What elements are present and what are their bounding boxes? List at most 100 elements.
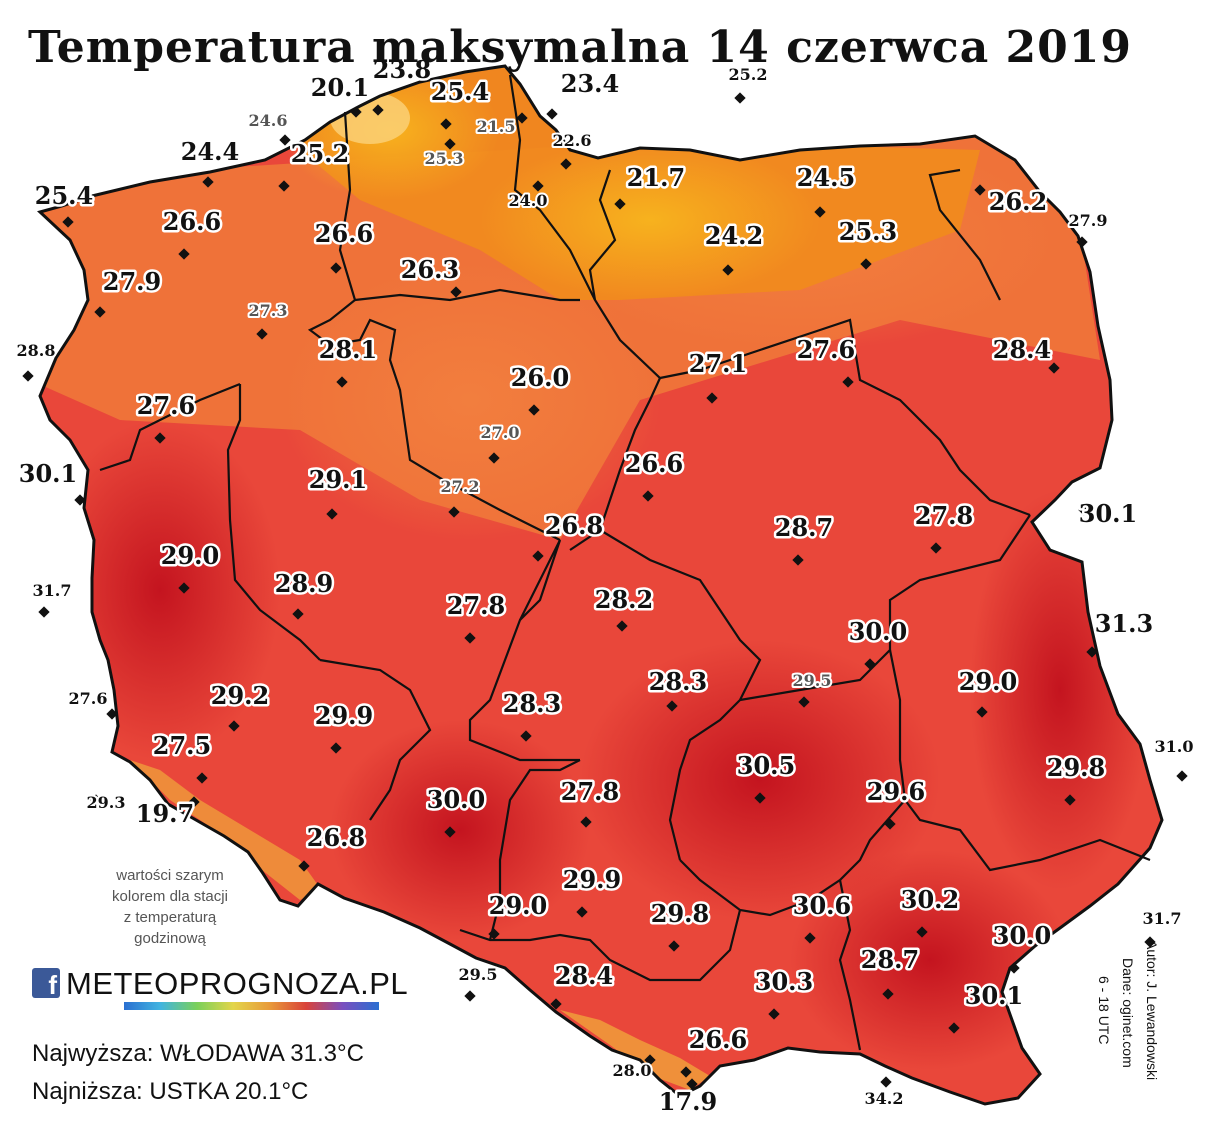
station-temperature: 27.0 bbox=[481, 423, 520, 442]
station-marker bbox=[22, 370, 34, 382]
station-marker bbox=[1176, 770, 1188, 782]
station-temperature: 29.9 bbox=[315, 701, 373, 730]
note-line: z temperaturą bbox=[123, 909, 217, 926]
station: 27.9 bbox=[1067, 209, 1109, 248]
station-marker bbox=[178, 582, 190, 594]
station: 28.1 bbox=[316, 333, 380, 388]
station-temperature: 24.2 bbox=[705, 221, 763, 250]
station: 20.1 bbox=[308, 71, 372, 118]
station: 28.7 bbox=[858, 943, 922, 1000]
station: 28.4 bbox=[550, 959, 616, 1010]
station-marker bbox=[734, 92, 746, 104]
station: 29.9 bbox=[312, 699, 376, 754]
station-temperature: 28.7 bbox=[861, 945, 919, 974]
station-marker bbox=[520, 730, 532, 742]
credit-data-source: Dane: oginet.com bbox=[1120, 958, 1136, 1068]
station-marker bbox=[842, 376, 854, 388]
station: 30.3 bbox=[752, 965, 816, 1020]
station-temperature: 26.6 bbox=[689, 1025, 747, 1054]
mountain-zone bbox=[130, 760, 320, 900]
station-temperature: 27.5 bbox=[153, 731, 211, 760]
station-temperature: 27.9 bbox=[103, 267, 161, 296]
voivodeship-border bbox=[888, 649, 1151, 872]
station-temperature: 20.1 bbox=[311, 73, 369, 102]
credit-author: Autor: J. Lewandowski bbox=[1144, 940, 1160, 1081]
station-marker bbox=[326, 508, 338, 520]
station-temperature: 29.0 bbox=[161, 541, 219, 570]
station-marker bbox=[884, 818, 896, 830]
station: 30.1 bbox=[1076, 497, 1139, 531]
station: 24.4 bbox=[178, 135, 242, 188]
station: 30.5 bbox=[734, 749, 798, 804]
station: 24.2 bbox=[702, 219, 766, 276]
station-temperature: 31.3 bbox=[1095, 609, 1153, 638]
station-marker bbox=[616, 620, 628, 632]
station-marker bbox=[532, 550, 544, 562]
station-temperature: 29.0 bbox=[489, 891, 547, 920]
station-temperature: 30.0 bbox=[993, 921, 1051, 950]
station-marker bbox=[546, 108, 558, 120]
station-temperature: 29.3 bbox=[87, 793, 126, 812]
station-temperature: 29.5 bbox=[793, 671, 832, 690]
station-temperature: 30.1 bbox=[1079, 499, 1137, 528]
station: 29.2 bbox=[208, 679, 272, 732]
station: 25.3 bbox=[423, 138, 465, 170]
station-marker bbox=[580, 816, 592, 828]
station-temperature: 29.5 bbox=[459, 965, 498, 984]
station: 26.3 bbox=[398, 253, 462, 298]
station: 22.6 bbox=[551, 129, 593, 170]
station: 27.8 bbox=[912, 499, 976, 554]
station-temperature: 31.7 bbox=[1143, 909, 1182, 928]
station-temperature: 25.4 bbox=[35, 181, 93, 210]
voivodeship-border bbox=[354, 288, 580, 302]
station-temperature: 29.9 bbox=[563, 865, 621, 894]
station: 19.7 bbox=[133, 796, 200, 831]
station-marker bbox=[814, 206, 826, 218]
station-marker bbox=[754, 792, 766, 804]
station-marker bbox=[202, 176, 214, 188]
station-temperature: 28.1 bbox=[319, 335, 377, 364]
station: 27.2 bbox=[439, 475, 481, 518]
station-temperature: 30.0 bbox=[849, 617, 907, 646]
station-marker bbox=[680, 1066, 692, 1078]
station-marker bbox=[560, 158, 572, 170]
station-temperature: 24.5 bbox=[797, 163, 855, 192]
station-marker bbox=[38, 606, 50, 618]
station-temperature: 21.7 bbox=[627, 163, 685, 192]
voivodeship-border bbox=[226, 384, 321, 661]
station-marker bbox=[768, 1008, 780, 1020]
station-temperature: 28.9 bbox=[275, 569, 333, 598]
note-line: kolorem dla stacji bbox=[112, 888, 228, 905]
station: 23.8 bbox=[370, 53, 434, 116]
station: 30.0 bbox=[846, 615, 910, 670]
hot-zone-southeast bbox=[790, 850, 1070, 1070]
station-temperature: 28.4 bbox=[993, 335, 1051, 364]
station-marker bbox=[528, 404, 540, 416]
station: 24.5 bbox=[794, 161, 858, 218]
station-marker bbox=[1076, 236, 1088, 248]
station-temperature: 31.0 bbox=[1155, 737, 1194, 756]
station: 21.7 bbox=[614, 161, 688, 210]
station-temperature: 28.7 bbox=[775, 513, 833, 542]
station-marker bbox=[644, 1054, 656, 1066]
station-temperature: 21.5 bbox=[477, 117, 516, 136]
station-marker bbox=[1064, 794, 1076, 806]
station: 27.0 bbox=[479, 421, 521, 464]
station: 31.7 bbox=[1141, 907, 1183, 948]
station-marker bbox=[444, 826, 456, 838]
note-line: wartości szarym bbox=[116, 867, 224, 884]
station-temperature: 27.6 bbox=[137, 391, 195, 420]
station: 29.3 bbox=[85, 791, 128, 814]
station-temperature: 24.0 bbox=[509, 191, 548, 210]
logo-color-bar bbox=[124, 1002, 379, 1010]
voivodeship-border bbox=[838, 879, 862, 1051]
station-temperature: 30.6 bbox=[793, 891, 851, 920]
station-temperature: 23.8 bbox=[373, 55, 431, 84]
station: 31.3 bbox=[1086, 607, 1156, 658]
station-marker bbox=[154, 432, 166, 444]
station-temperature: 25.3 bbox=[839, 217, 897, 246]
station: 28.2 bbox=[592, 583, 656, 632]
station: 25.3 bbox=[836, 215, 900, 270]
station: 29.0 bbox=[956, 665, 1020, 718]
